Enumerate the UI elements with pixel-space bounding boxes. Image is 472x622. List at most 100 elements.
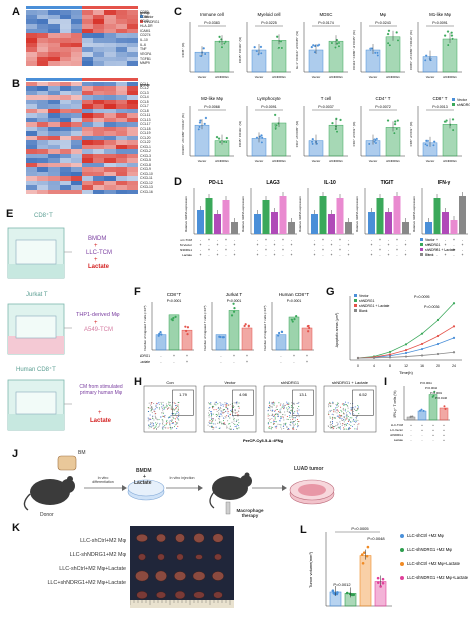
event-dot xyxy=(288,412,290,414)
heat-cell xyxy=(59,113,71,119)
heat-cell xyxy=(93,113,105,119)
heat-cell xyxy=(126,56,139,62)
condition-mark: - xyxy=(291,248,292,252)
event-dot xyxy=(155,428,157,430)
data-point xyxy=(443,120,447,123)
event-dot xyxy=(337,423,339,425)
event-dot xyxy=(228,427,230,429)
condition-mark: - xyxy=(173,360,174,364)
event-dot xyxy=(217,414,219,416)
data-point xyxy=(362,551,366,554)
panel-letter-c: C xyxy=(174,6,182,18)
event-dot xyxy=(342,408,344,410)
heat-cell xyxy=(37,33,49,39)
heat-cell xyxy=(37,28,49,34)
data-point xyxy=(222,140,226,144)
condition-mark: + xyxy=(186,360,188,364)
panel-j-tumor: LUAD tumor xyxy=(294,466,324,472)
heat-cell xyxy=(48,158,60,163)
event-dot xyxy=(163,426,165,428)
heat-cell xyxy=(115,14,127,20)
event-dot xyxy=(177,417,179,419)
event-dot xyxy=(289,412,291,414)
event-dot xyxy=(219,406,221,408)
event-dot xyxy=(290,405,292,407)
event-dot xyxy=(270,409,272,411)
condition-mark: + xyxy=(208,238,210,242)
heat-cell xyxy=(115,104,127,110)
panel-e-lactate-2: Lactate xyxy=(90,418,112,424)
heat-cell xyxy=(59,19,71,25)
event-dot xyxy=(331,413,333,415)
event-dot xyxy=(274,414,276,416)
event-dot xyxy=(330,405,332,407)
event-dot xyxy=(148,419,150,421)
event-dot xyxy=(237,414,239,416)
event-dot xyxy=(229,428,231,430)
heat-cell xyxy=(115,61,127,67)
heat-cell xyxy=(115,126,127,132)
event-dot xyxy=(273,404,275,406)
condition-mark: + xyxy=(339,248,341,252)
data-point xyxy=(277,122,280,125)
p-value: P=0.0005 xyxy=(351,526,369,531)
event-dot xyxy=(236,423,238,425)
p-value: P=0.0001 xyxy=(287,299,302,303)
heat-cell xyxy=(37,82,49,87)
heat-cell xyxy=(126,10,139,15)
event-dot xyxy=(333,425,335,427)
event-dot xyxy=(330,403,332,405)
heat-cell xyxy=(26,10,38,15)
bar xyxy=(205,198,213,234)
group-cell xyxy=(93,78,105,81)
data-point xyxy=(452,302,456,305)
heat-cell xyxy=(59,140,71,145)
event-dot xyxy=(173,408,175,410)
plot-title: T cell xyxy=(321,96,331,101)
event-dot xyxy=(271,413,273,415)
heat-cell xyxy=(93,153,105,159)
event-dot xyxy=(156,407,158,409)
heat-cell xyxy=(93,38,105,43)
event-dot xyxy=(287,428,289,430)
event-dot xyxy=(298,421,300,423)
heat-cell xyxy=(104,180,116,186)
heat-cell xyxy=(70,158,83,163)
event-dot xyxy=(153,409,155,411)
legend-label: shNDRG1 xyxy=(457,103,470,107)
event-dot xyxy=(211,422,213,424)
event-dot xyxy=(162,409,164,411)
event-dot xyxy=(160,403,162,405)
group-cell xyxy=(82,78,94,81)
event-dot xyxy=(164,415,166,417)
event-dot xyxy=(290,409,292,411)
event-dot xyxy=(286,402,288,404)
event-dot xyxy=(175,407,177,409)
heat-cell xyxy=(37,131,49,136)
event-dot xyxy=(283,428,285,430)
heat-cell xyxy=(70,113,83,119)
event-dot xyxy=(338,415,340,417)
data-point xyxy=(345,591,349,595)
condition-mark: + xyxy=(282,248,284,252)
event-dot xyxy=(152,425,154,427)
heat-cell xyxy=(59,24,71,29)
event-dot xyxy=(148,402,150,404)
condition-mark: - xyxy=(371,238,372,242)
data-point xyxy=(374,138,377,142)
panel-j-lactate: Lactate xyxy=(134,480,152,486)
data-point xyxy=(451,118,455,121)
event-dot xyxy=(285,424,287,426)
data-point xyxy=(351,593,354,597)
condition-mark: - xyxy=(200,238,201,242)
data-point xyxy=(230,314,234,317)
heat-row-label: CXCL8 xyxy=(140,162,151,167)
group-cell xyxy=(26,6,38,9)
event-dot xyxy=(271,409,273,411)
heat-cell xyxy=(37,47,49,53)
tumor-specimen xyxy=(138,553,146,561)
event-dot xyxy=(333,427,335,429)
event-dot xyxy=(174,418,176,420)
heat-cell xyxy=(126,158,139,163)
event-dot xyxy=(172,421,174,423)
